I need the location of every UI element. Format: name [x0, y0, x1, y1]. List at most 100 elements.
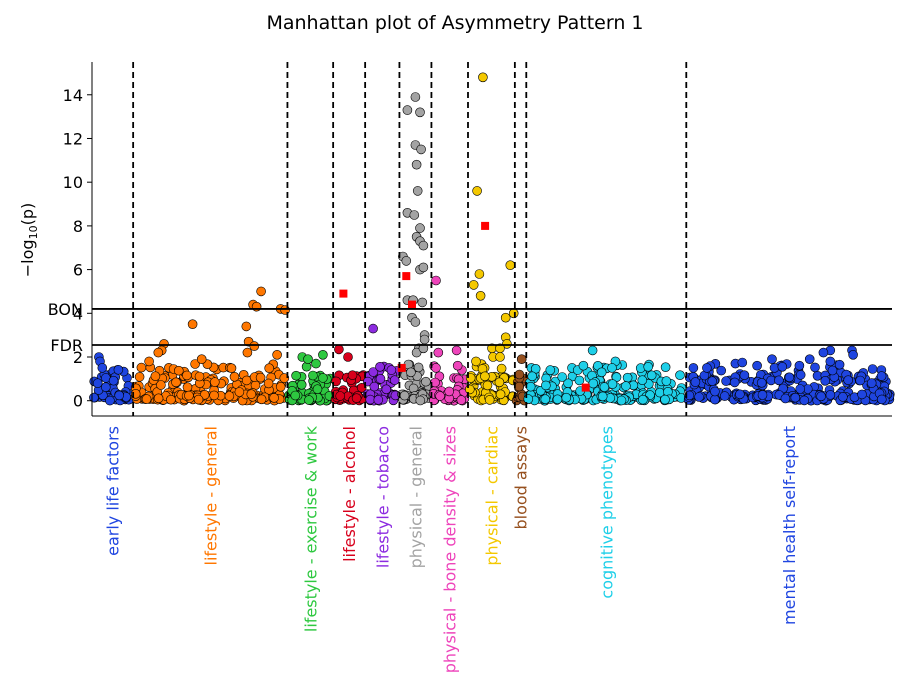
data-point	[444, 386, 455, 397]
data-point	[496, 363, 507, 374]
category-label: lifestyle - exercise & work	[301, 425, 320, 632]
data-point	[721, 376, 731, 386]
category-label: physical - cardiac	[482, 426, 501, 566]
data-point	[523, 394, 534, 404]
category-label: lifestyle - tobacco	[373, 426, 392, 568]
data-point	[774, 375, 784, 386]
y-tick-label: 0	[73, 392, 83, 411]
data-point	[472, 186, 482, 196]
data-point	[757, 390, 768, 400]
data-point	[209, 390, 219, 401]
data-point	[415, 107, 425, 118]
data-point	[790, 392, 801, 403]
data-point	[599, 382, 610, 392]
data-point	[464, 384, 475, 395]
data-point	[607, 379, 618, 389]
data-point	[234, 387, 245, 397]
data-point	[411, 347, 422, 358]
data-point	[312, 384, 323, 395]
data-point	[482, 380, 493, 391]
data-point	[780, 393, 791, 404]
data-point	[134, 372, 145, 382]
data-point	[502, 339, 512, 349]
data-point	[311, 358, 321, 369]
data-point	[411, 159, 422, 170]
data-point	[318, 373, 328, 383]
data-point	[410, 92, 421, 102]
data-point	[256, 286, 266, 297]
data-point	[452, 360, 463, 371]
data-point	[418, 262, 429, 273]
data-point	[108, 375, 119, 386]
data-point	[578, 360, 589, 371]
data-point	[545, 365, 556, 375]
data-point	[795, 370, 806, 380]
chart-title: Manhattan plot of Asymmetry Pattern 1	[266, 12, 643, 34]
data-point	[587, 345, 598, 356]
data-point	[474, 269, 485, 279]
data-point	[694, 392, 704, 402]
data-point	[735, 389, 745, 400]
data-point	[500, 312, 511, 323]
category-labels: early life factors lifestyle - general lif…	[104, 425, 799, 673]
data-point	[136, 362, 147, 373]
data-point	[607, 363, 617, 373]
data-point	[415, 223, 425, 233]
data-point	[495, 389, 506, 400]
highlighted-point	[397, 363, 406, 372]
data-point	[616, 395, 627, 406]
threshold-label-bon: BON	[48, 300, 83, 319]
data-point	[368, 323, 378, 334]
y-tick-label: 10	[63, 173, 83, 192]
data-point	[171, 377, 181, 388]
data-point	[210, 377, 220, 387]
data-point	[716, 365, 727, 376]
data-point	[552, 394, 563, 405]
data-point	[866, 378, 877, 388]
data-point	[196, 354, 207, 365]
data-point	[308, 370, 318, 381]
data-point	[468, 280, 479, 290]
y-axis-label-suffix: (p)	[18, 203, 37, 226]
data-point	[527, 371, 538, 382]
data-point	[224, 391, 235, 401]
data-point	[719, 391, 730, 401]
data-point	[272, 349, 282, 360]
data-point	[480, 371, 490, 382]
data-point	[540, 394, 551, 405]
data-point	[416, 144, 426, 155]
data-point	[478, 72, 488, 83]
category-label: lifestyle - alcohol	[340, 426, 359, 562]
data-point	[561, 392, 572, 403]
data-point	[156, 380, 166, 390]
data-point	[495, 352, 505, 362]
data-point	[505, 260, 516, 271]
data-point	[386, 365, 397, 375]
data-point	[622, 372, 633, 383]
significance-thresholds: BON FDR	[48, 300, 892, 355]
data-point	[597, 391, 608, 402]
data-point	[269, 393, 279, 403]
data-point	[256, 394, 267, 405]
data-point	[475, 290, 486, 301]
data-point	[226, 363, 237, 374]
data-point	[638, 394, 648, 405]
category-label: early life factors	[104, 426, 123, 556]
data-point	[435, 391, 445, 401]
data-point	[557, 372, 568, 382]
data-point	[702, 363, 712, 373]
data-point	[419, 334, 430, 345]
data-point	[144, 356, 154, 367]
data-point	[303, 354, 313, 365]
data-point	[810, 362, 820, 373]
data-point	[484, 395, 495, 405]
data-point	[335, 391, 346, 401]
data-point	[242, 347, 253, 358]
category-label: physical - bone density & sizes	[441, 426, 460, 673]
data-point	[767, 354, 777, 365]
y-axis-label-subscript: 10	[27, 225, 40, 239]
data-point	[389, 375, 400, 386]
data-point	[794, 360, 805, 371]
data-point	[710, 394, 720, 405]
